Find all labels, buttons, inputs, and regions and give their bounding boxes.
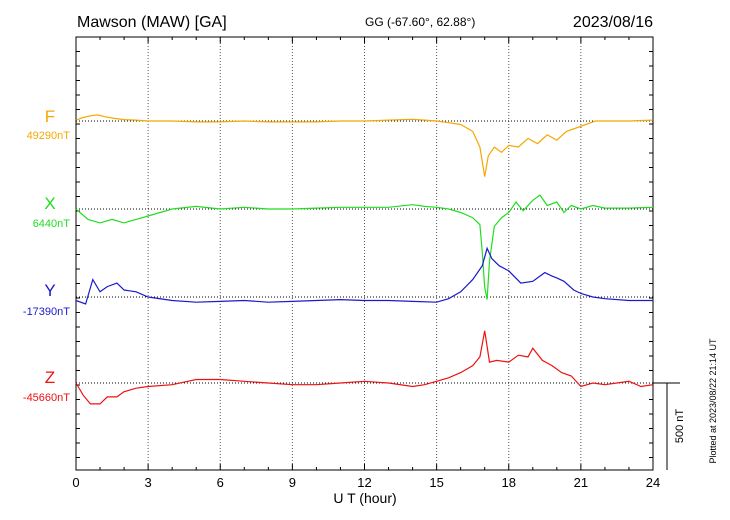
x-axis-label: U T (hour): [333, 490, 396, 506]
series-line-f: [75, 114, 654, 177]
x-tick-label: 24: [646, 475, 660, 490]
x-tick-label: 3: [145, 475, 152, 490]
x-tick-label: 9: [289, 475, 296, 490]
x-tick-label: 18: [502, 475, 516, 490]
series-name-y: Y: [44, 281, 55, 300]
baseline-value-x: 6440nT: [33, 218, 71, 230]
series-line-z: [75, 330, 654, 405]
series-line-x: [75, 194, 654, 300]
x-tick-labels: 0 3 6 9 12 15 18 21 24: [72, 475, 660, 490]
station-title: Mawson (MAW) [GA]: [77, 14, 227, 31]
series-line-y: [75, 246, 653, 305]
scale-bar: 500 nT: [653, 382, 686, 470]
x-tick-label: 21: [574, 475, 588, 490]
baseline-value-y: -17390nT: [23, 306, 70, 318]
date-label: 2023/08/16: [573, 14, 653, 31]
series-labels: F 49290nT X 6440nT Y -17390nT Z -45660nT: [23, 107, 70, 404]
series-name-x: X: [44, 194, 55, 213]
baseline-value-z: -45660nT: [23, 392, 70, 404]
series-lines: [75, 114, 654, 405]
scale-bar-label: 500 nT: [674, 409, 686, 444]
baseline-value-f: 49290nT: [27, 130, 71, 142]
x-tick-label: 6: [217, 475, 224, 490]
series-name-f: F: [45, 107, 55, 126]
grid: [147, 37, 582, 470]
x-tick-label: 0: [72, 475, 79, 490]
series-name-z: Z: [45, 368, 55, 387]
plotted-timestamp: Plotted at 2023/08/22 21:14 UT: [708, 338, 718, 464]
x-tick-label: 12: [357, 475, 371, 490]
coordinates-label: GG (-67.60°, 62.88°): [365, 15, 475, 29]
axis-ticks: [75, 36, 654, 470]
x-tick-label: 15: [429, 475, 443, 490]
